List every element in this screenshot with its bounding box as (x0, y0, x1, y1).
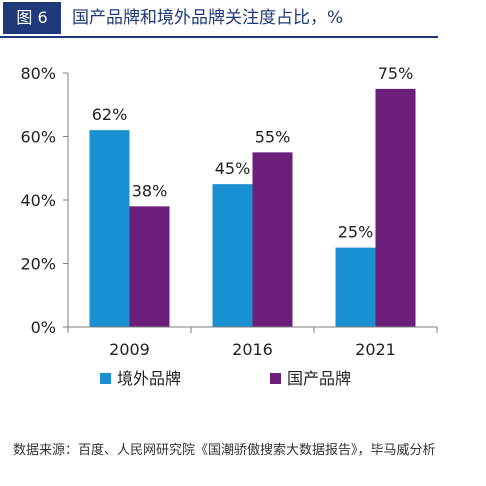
x-axis: 2009 2016 2021 (67, 326, 438, 359)
data-label: 75% (378, 64, 414, 83)
y-axis: 0% 20% 40% 60% 80% (20, 64, 69, 337)
y-tick-label: 60% (20, 128, 56, 147)
bar-2009-境外品牌 (89, 130, 130, 327)
y-tick-label: 80% (20, 64, 56, 83)
x-tick-label: 2021 (355, 340, 396, 359)
bar-2021-境外品牌 (335, 247, 376, 327)
legend-swatch (270, 373, 281, 384)
bar-2016-国产品牌 (252, 152, 293, 327)
bar-2009-国产品牌 (129, 206, 170, 327)
y-tick-label: 20% (20, 255, 56, 274)
bar-2021-国产品牌 (375, 88, 416, 327)
figure-label: 图 6 (3, 2, 61, 34)
value-labels: 62% 38% 45%55% 25% 75% (92, 64, 414, 242)
bar-chart: 0%20%40%60%80% 62%38%45%55%25%75% 2009 20… (20, 64, 438, 388)
source-note: 数据来源：百度、人民网研究院《国潮骄傲搜索大数据报告》，毕马威分析 (13, 443, 436, 458)
bars (89, 88, 416, 327)
x-tick-label: 2016 (232, 340, 273, 359)
legend-label: 境外品牌 (117, 369, 181, 388)
chart-title: 国产品牌和境外品牌关注度占比，% (72, 8, 344, 28)
legend-swatch (100, 373, 111, 384)
y-tick-label: 0% (31, 318, 56, 337)
bar-2016-境外品牌 (212, 184, 253, 327)
legend: 境外品牌 国产品牌 (100, 369, 351, 388)
data-label: 25% (338, 223, 374, 242)
data-label: 62% (92, 105, 128, 124)
x-tick-label: 2009 (109, 340, 150, 359)
data-label: 38% (132, 181, 168, 200)
data-label: 55% (255, 127, 291, 146)
data-label: 45% (215, 159, 251, 178)
legend-label: 国产品牌 (287, 369, 351, 388)
figure-header: 图 6 国产品牌和境外品牌关注度占比，% (0, 0, 438, 38)
y-tick-label: 40% (20, 191, 56, 210)
